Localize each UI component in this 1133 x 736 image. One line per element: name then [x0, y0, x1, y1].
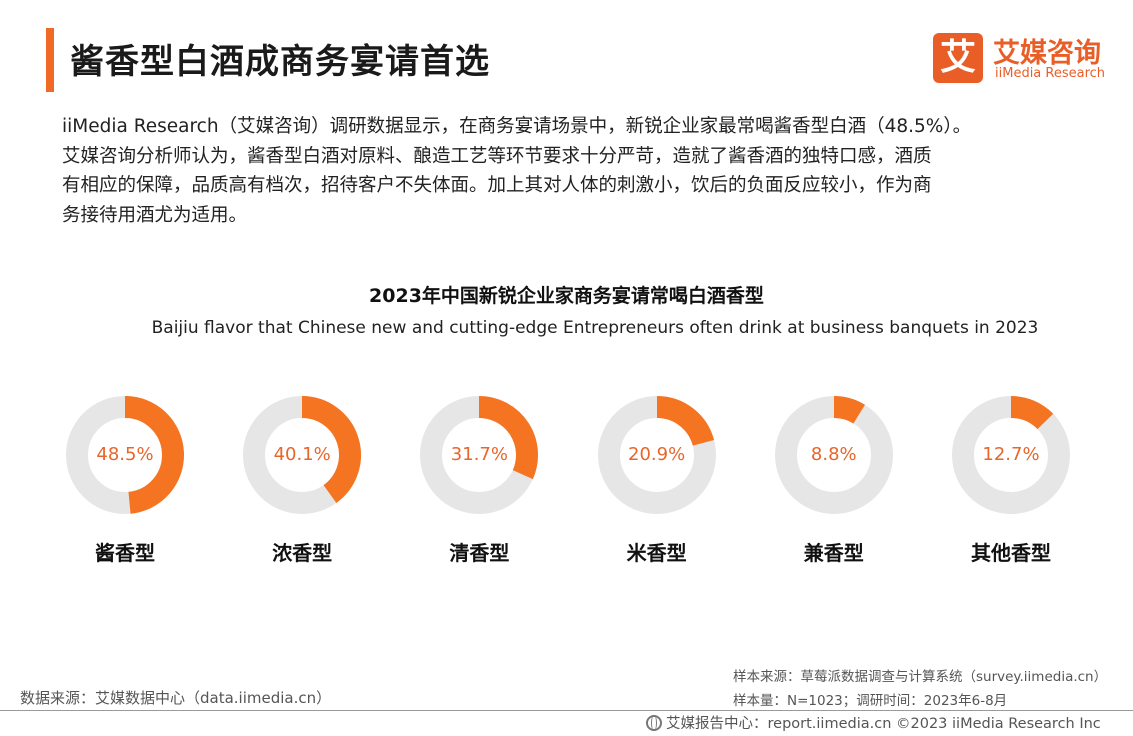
donut-value-label: 48.5% [96, 444, 154, 465]
intro-line: 务接待用酒尤为适用。 [62, 204, 248, 226]
intro-line: iiMedia Research（艾媒咨询）调研数据显示，在商务宴请场景中，新锐… [62, 116, 972, 137]
donut-6: 12.7% [950, 394, 1072, 516]
donut-4: 20.9% [596, 394, 718, 516]
donut-5: 8.8% [773, 394, 895, 516]
donut-category-label: 米香型 [626, 541, 687, 565]
logo-text-en: iiMedia Research [995, 66, 1106, 81]
donut-svg [774, 396, 893, 514]
donut-category-label: 其他香型 [971, 541, 1051, 565]
donut-slice [833, 396, 865, 424]
brand-logo: 艾 艾媒咨询 iiMedia Research [933, 33, 1113, 85]
donut-slice [478, 396, 539, 480]
donut-slice [1010, 396, 1054, 430]
donut-slice [301, 396, 362, 503]
intro-paragraph: iiMedia Research（艾媒咨询）调研数据显示，在商务宴请场景中，新锐… [62, 112, 1102, 230]
sample-source: 样本来源：草莓派数据调查与计算系统（survey.iimedia.cn） [733, 669, 1108, 685]
donut-category-label: 浓香型 [272, 541, 333, 565]
donut-category-label: 清香型 [449, 541, 510, 565]
intro-line: 艾媒咨询分析师认为，酱香型白酒对原料、酿造工艺等环节要求十分严苛，造就了酱香酒的… [62, 145, 932, 167]
globe-icon [646, 715, 662, 731]
donut-svg [420, 396, 539, 514]
donut-slice [124, 396, 184, 514]
donut-value-label: 12.7% [982, 444, 1040, 465]
donut-svg [597, 396, 716, 514]
donut-value-label: 31.7% [450, 444, 508, 465]
donut-category-label: 兼香型 [803, 541, 864, 565]
donut-2: 40.1% [241, 394, 363, 516]
data-source: 数据来源：艾媒数据中心（data.iimedia.cn） [20, 689, 332, 707]
donut-slice [655, 396, 714, 447]
donut-svg [952, 396, 1070, 514]
logo-text-cn: 艾媒咨询 [993, 38, 1101, 69]
chart-title: 2023年中国新锐企业家商务宴请常喝白酒香型 [369, 285, 764, 307]
donut-value-label: 40.1% [273, 444, 331, 465]
donut-svg [66, 396, 184, 514]
logo-mark: 艾 [933, 33, 983, 83]
page-title: 酱香型白酒成商务宴请首选 [70, 42, 490, 82]
donut-3: 31.7% [418, 394, 540, 516]
donut-1: 48.5% [64, 394, 186, 516]
title-accent-bar [46, 28, 54, 92]
chart-subtitle: Baijiu flavor that Chinese new and cutti… [151, 318, 1039, 338]
footer-credit: 艾媒报告中心：report.iimedia.cn ©2023 iiMedia R… [646, 712, 1101, 733]
sample-size: 样本量：N=1023；调研时间：2023年6-8月 [733, 693, 1008, 709]
footer-credit-text: 艾媒报告中心：report.iimedia.cn ©2023 iiMedia R… [666, 716, 1101, 732]
intro-line: 有相应的保障，品质高有档次，招待客户不失体面。加上其对人体的刺激小，饮后的负面反… [62, 175, 932, 196]
donut-value-label: 8.8% [810, 444, 857, 465]
donut-value-label: 20.9% [628, 444, 686, 465]
footer-divider [0, 710, 1133, 711]
donut-svg [243, 396, 362, 514]
donut-category-label: 酱香型 [95, 541, 155, 565]
